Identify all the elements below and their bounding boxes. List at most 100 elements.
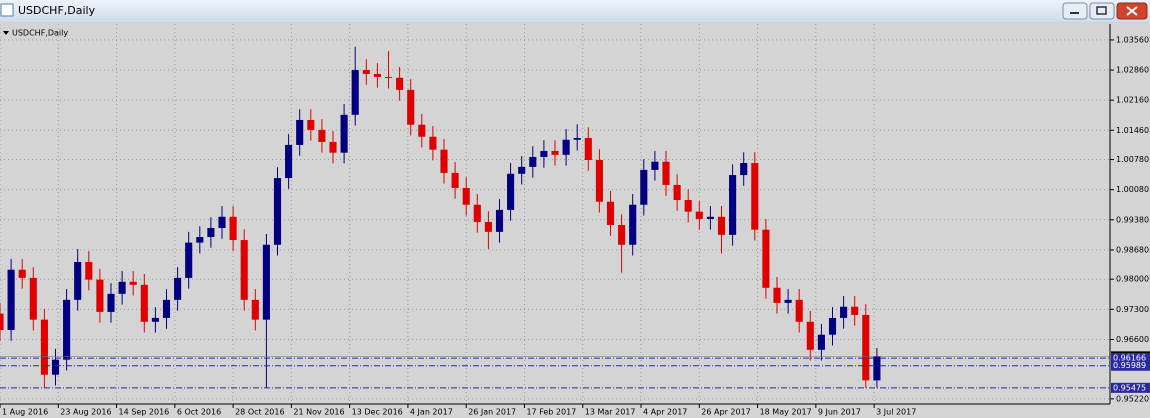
candle-body (817, 334, 825, 350)
candle-body (806, 321, 814, 350)
candle-body (673, 184, 681, 201)
x-tick-label: 6 Oct 2016 (177, 408, 221, 417)
candle-body (562, 139, 570, 155)
candle-body (129, 281, 137, 285)
x-tick-label: 28 Oct 2016 (235, 408, 284, 417)
price-tag (1111, 353, 1150, 364)
candle-body (706, 216, 714, 219)
candle-body (451, 172, 459, 188)
x-tick-label: 13 Dec 2016 (352, 408, 403, 417)
candle-body (828, 317, 837, 335)
candle-body (229, 216, 237, 241)
candle-body (340, 114, 348, 153)
price-tag-label: 0.95475 (1113, 383, 1146, 392)
price-tag-label: 0.95989 (1113, 361, 1146, 370)
x-tick-label: 14 Sep 2016 (119, 408, 170, 417)
candle-body (63, 299, 71, 360)
y-tick-label: 0.96600 (1116, 335, 1149, 344)
window-title: USDCHF,Daily (18, 4, 96, 17)
candle-body (85, 261, 93, 280)
candle-body (307, 119, 315, 130)
x-tick-label: 26 Apr 2017 (701, 408, 750, 417)
candle-body (773, 287, 781, 303)
candle-body (329, 141, 337, 153)
candle-body (540, 150, 548, 157)
candle-body (495, 209, 504, 232)
candle-body (96, 279, 104, 312)
price-tag (1111, 382, 1150, 393)
candle-body (251, 299, 259, 320)
candle-body (185, 242, 193, 278)
candle-body (207, 227, 215, 238)
candle-body (507, 173, 515, 210)
y-tick-label: 1.02860 (1116, 66, 1149, 75)
candle-body (640, 169, 648, 205)
candle-body (662, 161, 670, 185)
candle-body (751, 163, 759, 230)
candle-body (51, 359, 60, 375)
y-tick-label: 1.00080 (1116, 185, 1149, 194)
candle-body (762, 229, 770, 288)
candle-body (218, 216, 226, 228)
title-bar (0, 0, 1150, 22)
x-tick-label: 1 Aug 2016 (2, 408, 48, 417)
candle-body (529, 156, 537, 167)
x-tick-label: 9 Jun 2017 (818, 408, 861, 417)
candle-body (196, 237, 204, 243)
candle-body (418, 124, 426, 137)
x-tick-label: 17 Feb 2017 (526, 408, 576, 417)
candle-body (40, 319, 48, 375)
x-tick-label: 26 Jan 2017 (468, 408, 516, 417)
x-tick-label: 3 Jul 2017 (876, 408, 916, 417)
candle-body (695, 211, 703, 219)
y-tick-label: 0.97300 (1116, 305, 1149, 314)
y-tick-label: 0.95220 (1116, 394, 1149, 403)
chart-background (0, 23, 1150, 418)
y-tick-label: 1.02160 (1116, 96, 1149, 105)
chart-menu-arrow[interactable] (3, 31, 9, 35)
candle-body (396, 77, 404, 90)
restore-button[interactable] (1089, 2, 1115, 20)
candle-body (484, 221, 492, 232)
candle-body (162, 299, 171, 318)
candle-body (740, 163, 748, 176)
candle-body (174, 277, 182, 300)
x-tick-label: 21 Nov 2016 (293, 408, 344, 417)
x-tick-label: 23 Aug 2016 (60, 408, 111, 417)
candle-body (873, 356, 881, 381)
x-tick-label: 4 Apr 2017 (643, 408, 687, 417)
y-tick-label: 0.98000 (1116, 275, 1149, 284)
candle-body (651, 161, 659, 170)
candle-body (840, 306, 848, 318)
candle-body (240, 240, 248, 300)
close-button[interactable] (1116, 2, 1148, 20)
candle-body (118, 281, 126, 294)
candle-body (518, 166, 526, 174)
candle-body (373, 73, 381, 77)
candle-body (407, 89, 415, 125)
x-tick-label: 13 Mar 2017 (585, 408, 636, 417)
candle-body (362, 70, 370, 74)
candle-body (7, 269, 15, 330)
candle-body (140, 284, 148, 322)
candle-body (684, 200, 692, 212)
candle-body (584, 138, 592, 160)
x-tick-label: 18 May 2017 (760, 408, 812, 417)
chart-symbol-label: USDCHF,Daily (12, 29, 68, 38)
candle-body (29, 277, 37, 320)
candle-body (0, 313, 4, 330)
candle-body (729, 175, 737, 235)
y-tick-label: 1.03560 (1116, 35, 1149, 44)
candle-body (74, 261, 82, 300)
candle-body (440, 149, 448, 173)
candle-body (551, 150, 559, 155)
candle-body (606, 201, 615, 225)
price-tag-label: 0.96166 (1113, 354, 1146, 363)
axes: 1.03560 1.02860 1.02160 1.01460 1.00780 1.000… (0, 35, 1150, 417)
candle-body (107, 293, 115, 312)
minimize-button[interactable] (1062, 2, 1088, 20)
candle-body (151, 317, 159, 322)
candle-body (273, 178, 282, 245)
candle-body (629, 204, 637, 245)
candle-body (851, 306, 859, 315)
